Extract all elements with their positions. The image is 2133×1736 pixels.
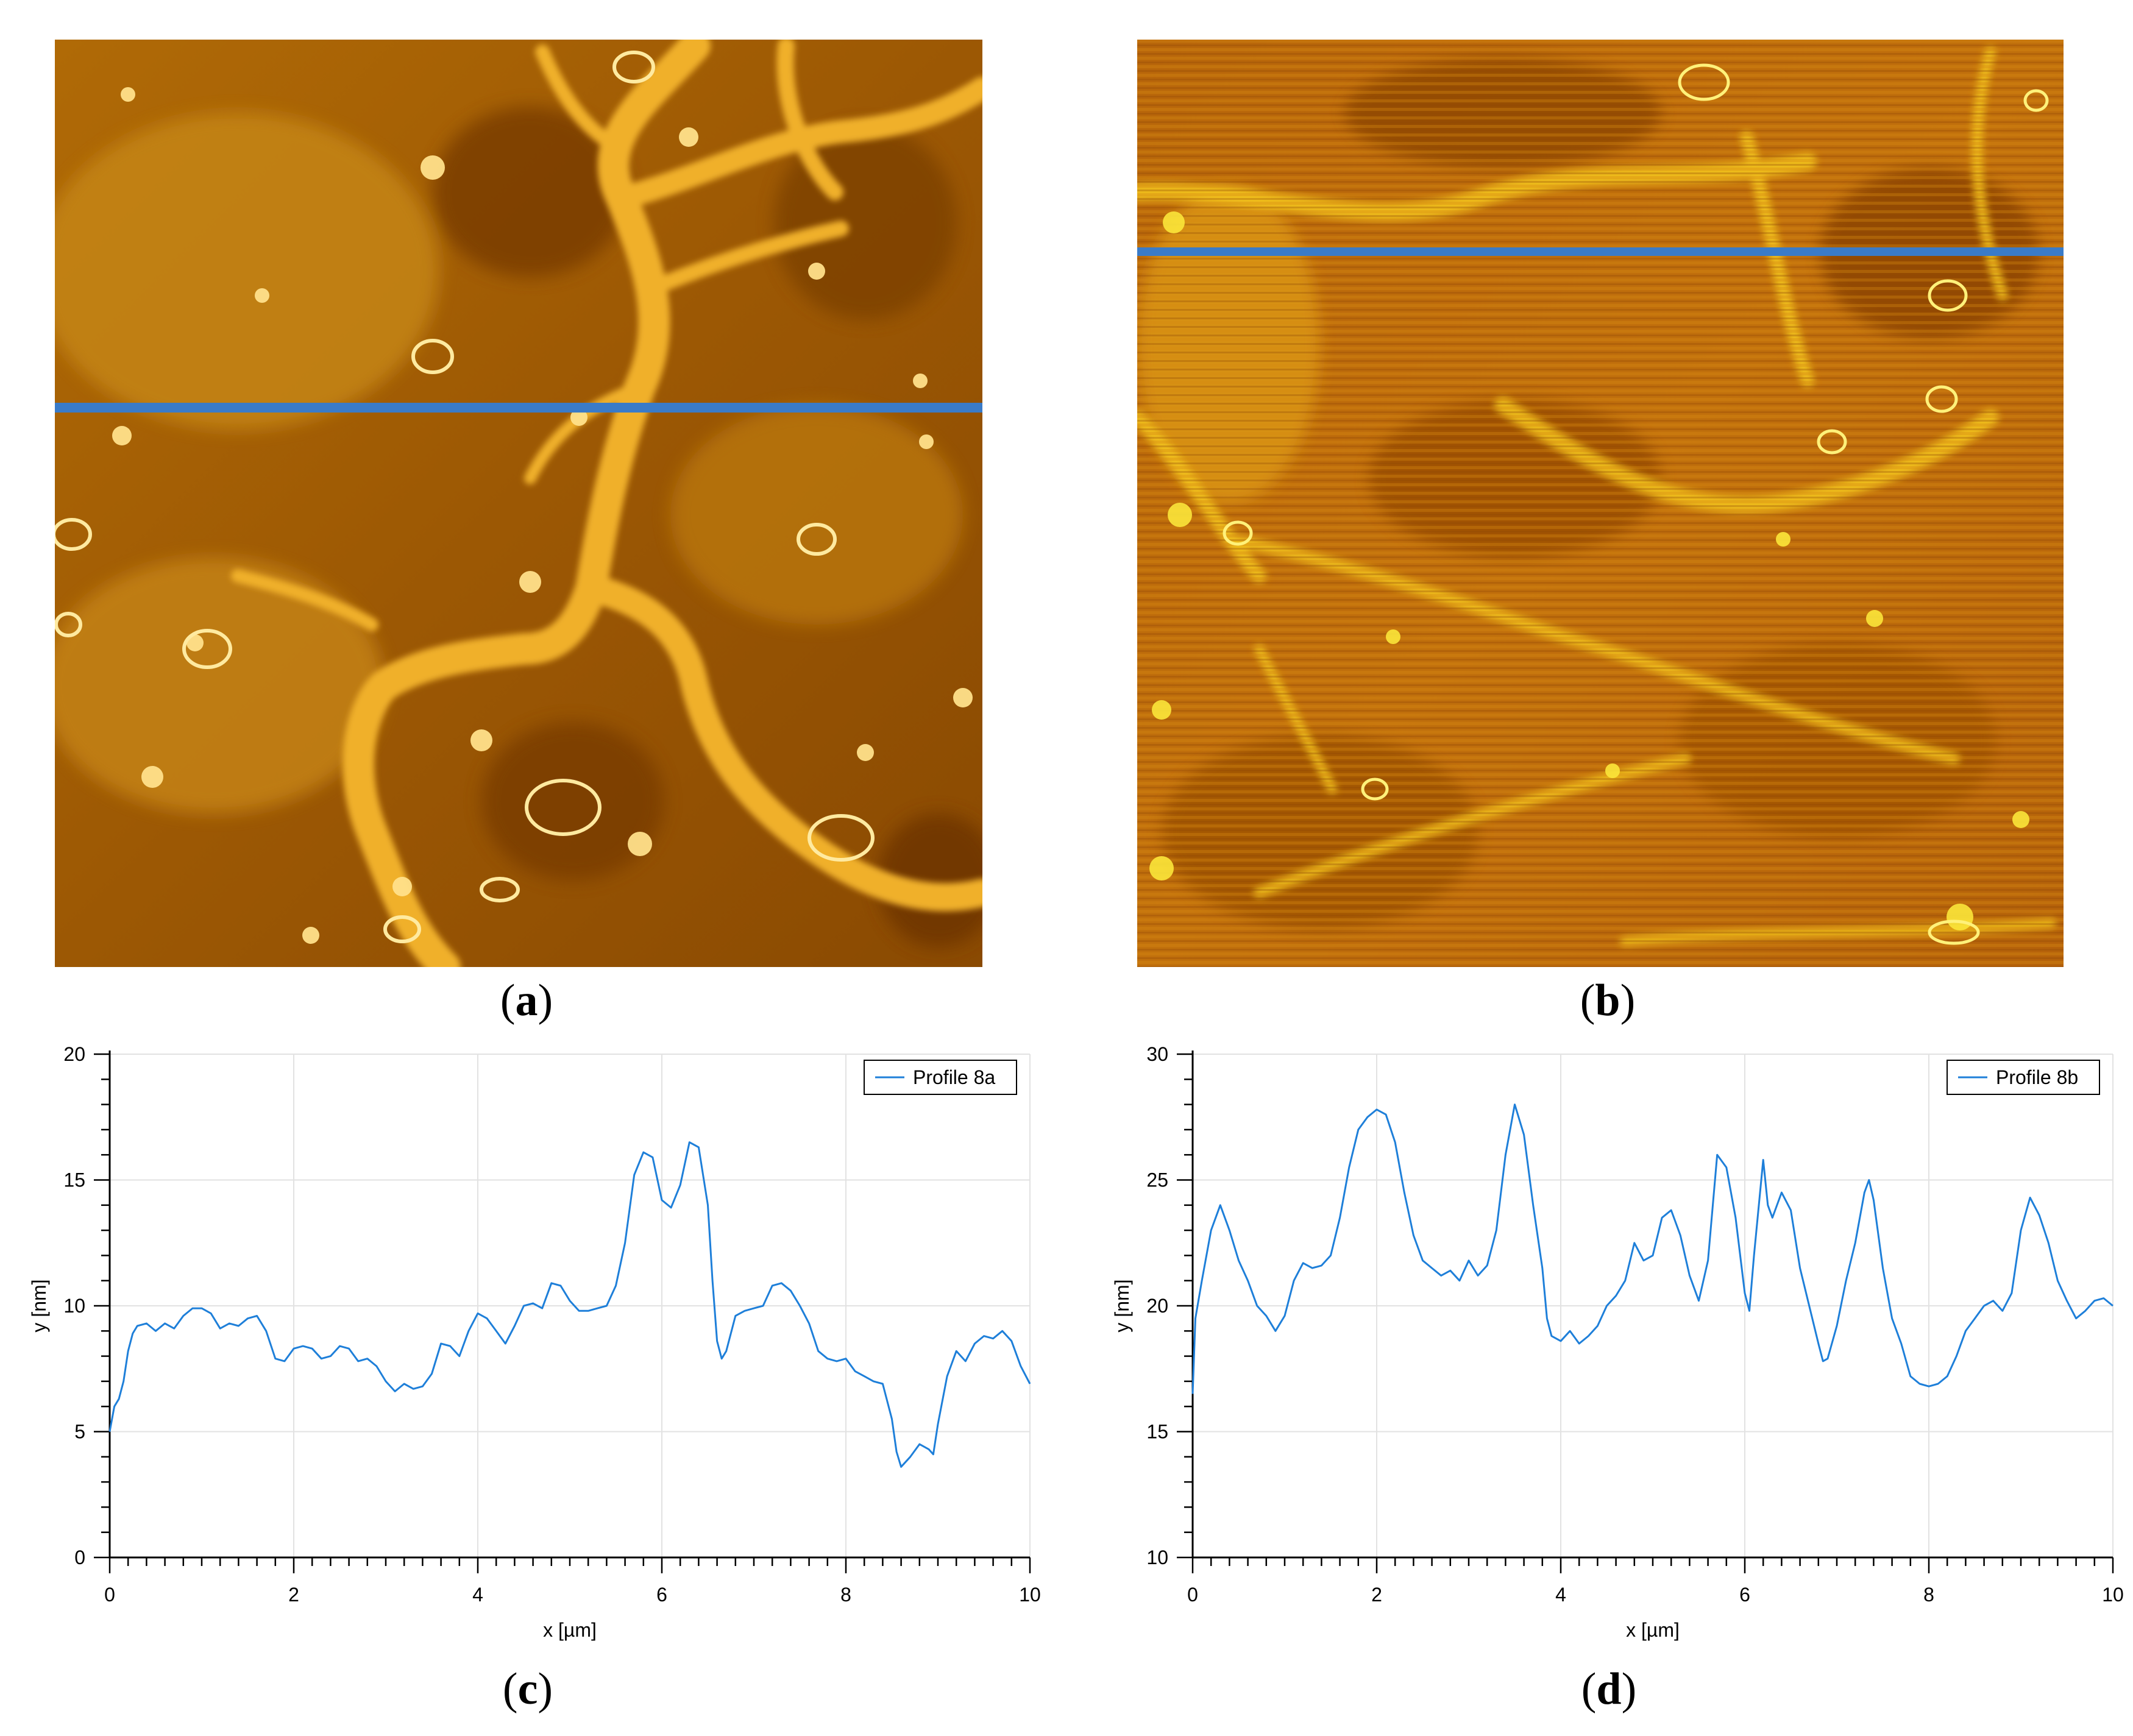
profile-chart-c: 0 2 4 6 8 10 0 5 10 15 20 x [µm] y [nm] Profile 8a [0, 1030, 1041, 1641]
profile-chart-d: 0 2 4 6 8 10 10 15 20 25 30 x [µm] y [nm] Profile 8b [1082, 1030, 2133, 1641]
caption-b-label: b [1595, 976, 1620, 1026]
chart-d-x-tick-label: 2 [1371, 1584, 1382, 1606]
chart-d-y-tick-label: 25 [1146, 1169, 1168, 1191]
chart-d-y-tick-label: 10 [1146, 1546, 1168, 1568]
chart-d-x-axis-label: x [µm] [1626, 1619, 1680, 1641]
chart-d-legend: Profile 8b [1947, 1060, 2100, 1095]
chart-d-svg: 0 2 4 6 8 10 10 15 20 25 30 x [µm] y [nm] Profile 8b [1111, 1043, 2124, 1641]
chart-d-y-axis-label: y [nm] [1111, 1279, 1133, 1332]
chart-d-y-tick-label: 15 [1146, 1421, 1168, 1443]
chart-c-y-tick-label: 20 [63, 1043, 85, 1065]
chart-d-x-tick-label: 0 [1187, 1584, 1198, 1606]
chart-c-x-tick-label: 2 [288, 1584, 299, 1606]
chart-d-x-tick-label: 4 [1555, 1584, 1566, 1606]
chart-c-y-tick-label: 0 [74, 1546, 85, 1568]
chart-d-legend-label: Profile 8b [1996, 1066, 2078, 1088]
caption-a: (a) [500, 976, 553, 1026]
chart-c-x-axis-label: x [µm] [543, 1619, 597, 1641]
chart-c-x-tick-label: 6 [656, 1584, 667, 1606]
chart-c-x-tick-label: 4 [472, 1584, 483, 1606]
chart-c-x-tick-label: 0 [104, 1584, 115, 1606]
caption-b: (b) [1580, 976, 1636, 1026]
chart-c-series-line [108, 1141, 1031, 1468]
chart-c-y-tick-label: 5 [74, 1421, 85, 1443]
caption-d: (d) [1581, 1664, 1637, 1714]
chart-c-y-axis-label: y [nm] [28, 1279, 50, 1332]
chart-c-legend-label: Profile 8a [913, 1066, 995, 1088]
chart-c-x-tick-label: 10 [1019, 1584, 1041, 1606]
afm-image-b [1137, 40, 2064, 967]
afm-image-a [55, 40, 982, 967]
chart-c-y-tick-label: 15 [63, 1169, 85, 1191]
chart-c-legend: Profile 8a [864, 1060, 1017, 1095]
chart-d-y-tick-label: 20 [1146, 1295, 1168, 1317]
caption-c-label: c [517, 1664, 538, 1714]
chart-d-x-tick-label: 10 [2102, 1584, 2124, 1606]
scan-line-a [55, 403, 982, 413]
caption-d-label: d [1596, 1664, 1622, 1714]
caption-c: (c) [502, 1664, 553, 1714]
chart-d-x-tick-label: 8 [1923, 1584, 1934, 1606]
caption-a-label: a [515, 976, 538, 1026]
chart-c-x-tick-label: 8 [840, 1584, 851, 1606]
chart-d-x-tick-label: 6 [1739, 1584, 1750, 1606]
chart-d-y-tick-label: 30 [1146, 1043, 1168, 1065]
chart-c-svg: 0 2 4 6 8 10 0 5 10 15 20 x [µm] y [nm] Profile 8a [28, 1043, 1041, 1641]
scan-line-b [1137, 247, 2064, 256]
chart-d-series-line [1191, 1104, 2113, 1394]
chart-c-y-tick-label: 10 [63, 1295, 85, 1317]
